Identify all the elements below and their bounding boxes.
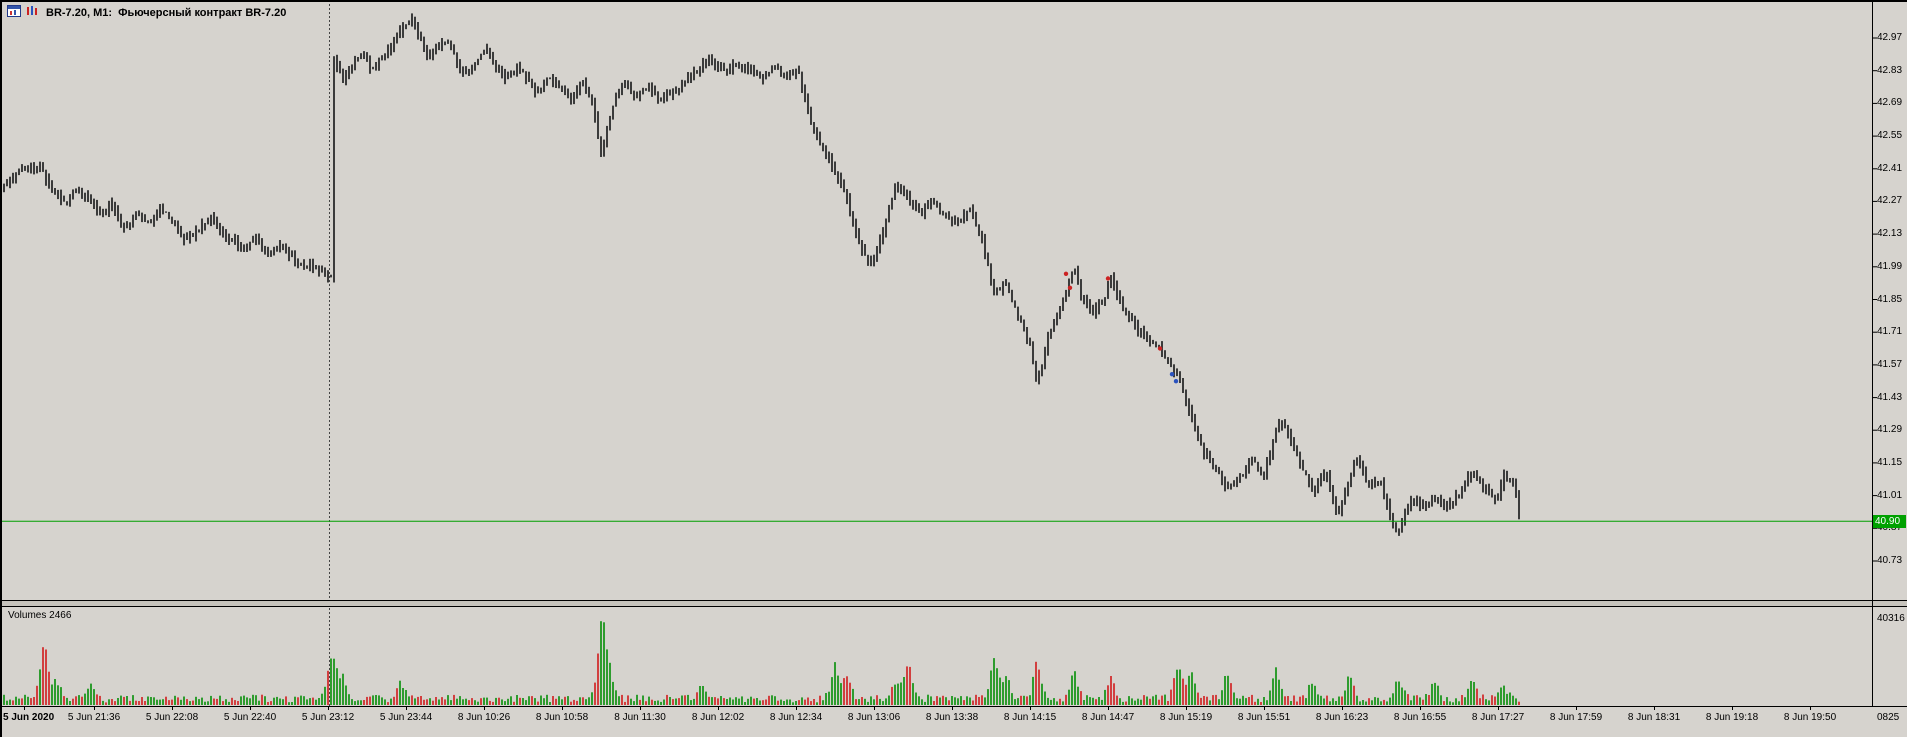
ohlc-bars-icon bbox=[25, 4, 39, 22]
time-axis-label: 8 Jun 13:06 bbox=[847, 712, 901, 723]
time-axis-label: 8 Jun 10:26 bbox=[457, 712, 511, 723]
time-axis-label: 8 Jun 14:47 bbox=[1081, 712, 1135, 723]
price-axis-label: 42.83 bbox=[1877, 64, 1903, 76]
time-axis-label: 8 Jun 12:34 bbox=[769, 712, 823, 723]
trade-marker[interactable] bbox=[1157, 346, 1163, 351]
trade-marker[interactable] bbox=[1169, 372, 1175, 377]
time-axis-label: 8 Jun 16:55 bbox=[1393, 712, 1447, 723]
chart-window-icon[interactable] bbox=[7, 4, 21, 22]
volume-scale-max: 40316 bbox=[1877, 613, 1905, 624]
volume-scale-min: 0825 bbox=[1877, 712, 1900, 723]
trade-marker[interactable] bbox=[1063, 271, 1069, 276]
time-axis-label: 8 Jun 19:18 bbox=[1705, 712, 1759, 723]
trade-marker[interactable] bbox=[1067, 285, 1073, 290]
price-axis-label: 42.27 bbox=[1877, 195, 1903, 207]
time-axis-label: 8 Jun 11:30 bbox=[614, 712, 666, 723]
time-axis-label: 8 Jun 17:59 bbox=[1549, 712, 1603, 723]
price-axis-label: 40.73 bbox=[1877, 555, 1903, 566]
time-axis-label: 8 Jun 10:58 bbox=[535, 712, 589, 723]
time-axis-label: 8 Jun 13:38 bbox=[925, 712, 979, 723]
price-axis-label: 41.43 bbox=[1877, 391, 1903, 403]
window-border-top bbox=[0, 0, 1907, 2]
time-axis-label: 8 Jun 15:51 bbox=[1237, 712, 1291, 723]
bid-price-badge: 40.90 bbox=[1873, 514, 1906, 528]
price-axis-label: 42.55 bbox=[1877, 130, 1903, 142]
window-border-left bbox=[0, 0, 2, 737]
time-axis-label: 5 Jun 23:44 bbox=[379, 712, 433, 723]
price-axis-label: 41.71 bbox=[1877, 326, 1903, 338]
price-axis-label: 41.85 bbox=[1877, 293, 1903, 305]
time-axis-label: 5 Jun 2020 bbox=[3, 712, 55, 723]
chart-title: BR-7.20, M1: Фьючерсный контракт BR-7.20 bbox=[46, 7, 287, 19]
price-axis-label: 42.97 bbox=[1877, 32, 1903, 43]
price-axis-label: 40.87 bbox=[1877, 522, 1903, 534]
price-axis-label: 42.13 bbox=[1877, 228, 1903, 240]
trade-marker[interactable] bbox=[1105, 276, 1111, 281]
time-axis-label: 8 Jun 17:27 bbox=[1471, 712, 1525, 723]
time-axis-label: 8 Jun 18:31 bbox=[1627, 712, 1681, 723]
price-axis-label: 42.69 bbox=[1877, 97, 1903, 109]
price-axis-label: 42.41 bbox=[1877, 162, 1903, 174]
time-axis-label: 8 Jun 19:50 bbox=[1783, 712, 1837, 723]
price-axis-label: 41.15 bbox=[1877, 456, 1903, 468]
time-axis-label: 8 Jun 14:15 bbox=[1003, 712, 1057, 723]
time-axis-label: 8 Jun 15:19 bbox=[1159, 712, 1213, 723]
chart-title-bar: BR-7.20, M1: Фьючерсный контракт BR-7.20 bbox=[7, 4, 286, 22]
price-axis-label: 41.01 bbox=[1877, 489, 1903, 501]
trade-marker[interactable] bbox=[1173, 379, 1179, 384]
price-axis-label: 41.99 bbox=[1877, 260, 1903, 272]
time-axis-label: 5 Jun 21:36 bbox=[67, 712, 121, 723]
price-axis-label: 41.29 bbox=[1877, 424, 1903, 436]
time-axis-label: 8 Jun 12:02 bbox=[691, 712, 745, 723]
time-axis-label: 8 Jun 16:23 bbox=[1315, 712, 1369, 723]
time-axis-label: 5 Jun 22:40 bbox=[223, 712, 277, 723]
price-axis-label: 41.57 bbox=[1877, 358, 1903, 370]
time-axis-label: 5 Jun 22:08 bbox=[145, 712, 199, 723]
time-axis-label: 5 Jun 23:12 bbox=[301, 712, 355, 723]
volume-indicator-label: Volumes 2466 bbox=[8, 610, 72, 621]
